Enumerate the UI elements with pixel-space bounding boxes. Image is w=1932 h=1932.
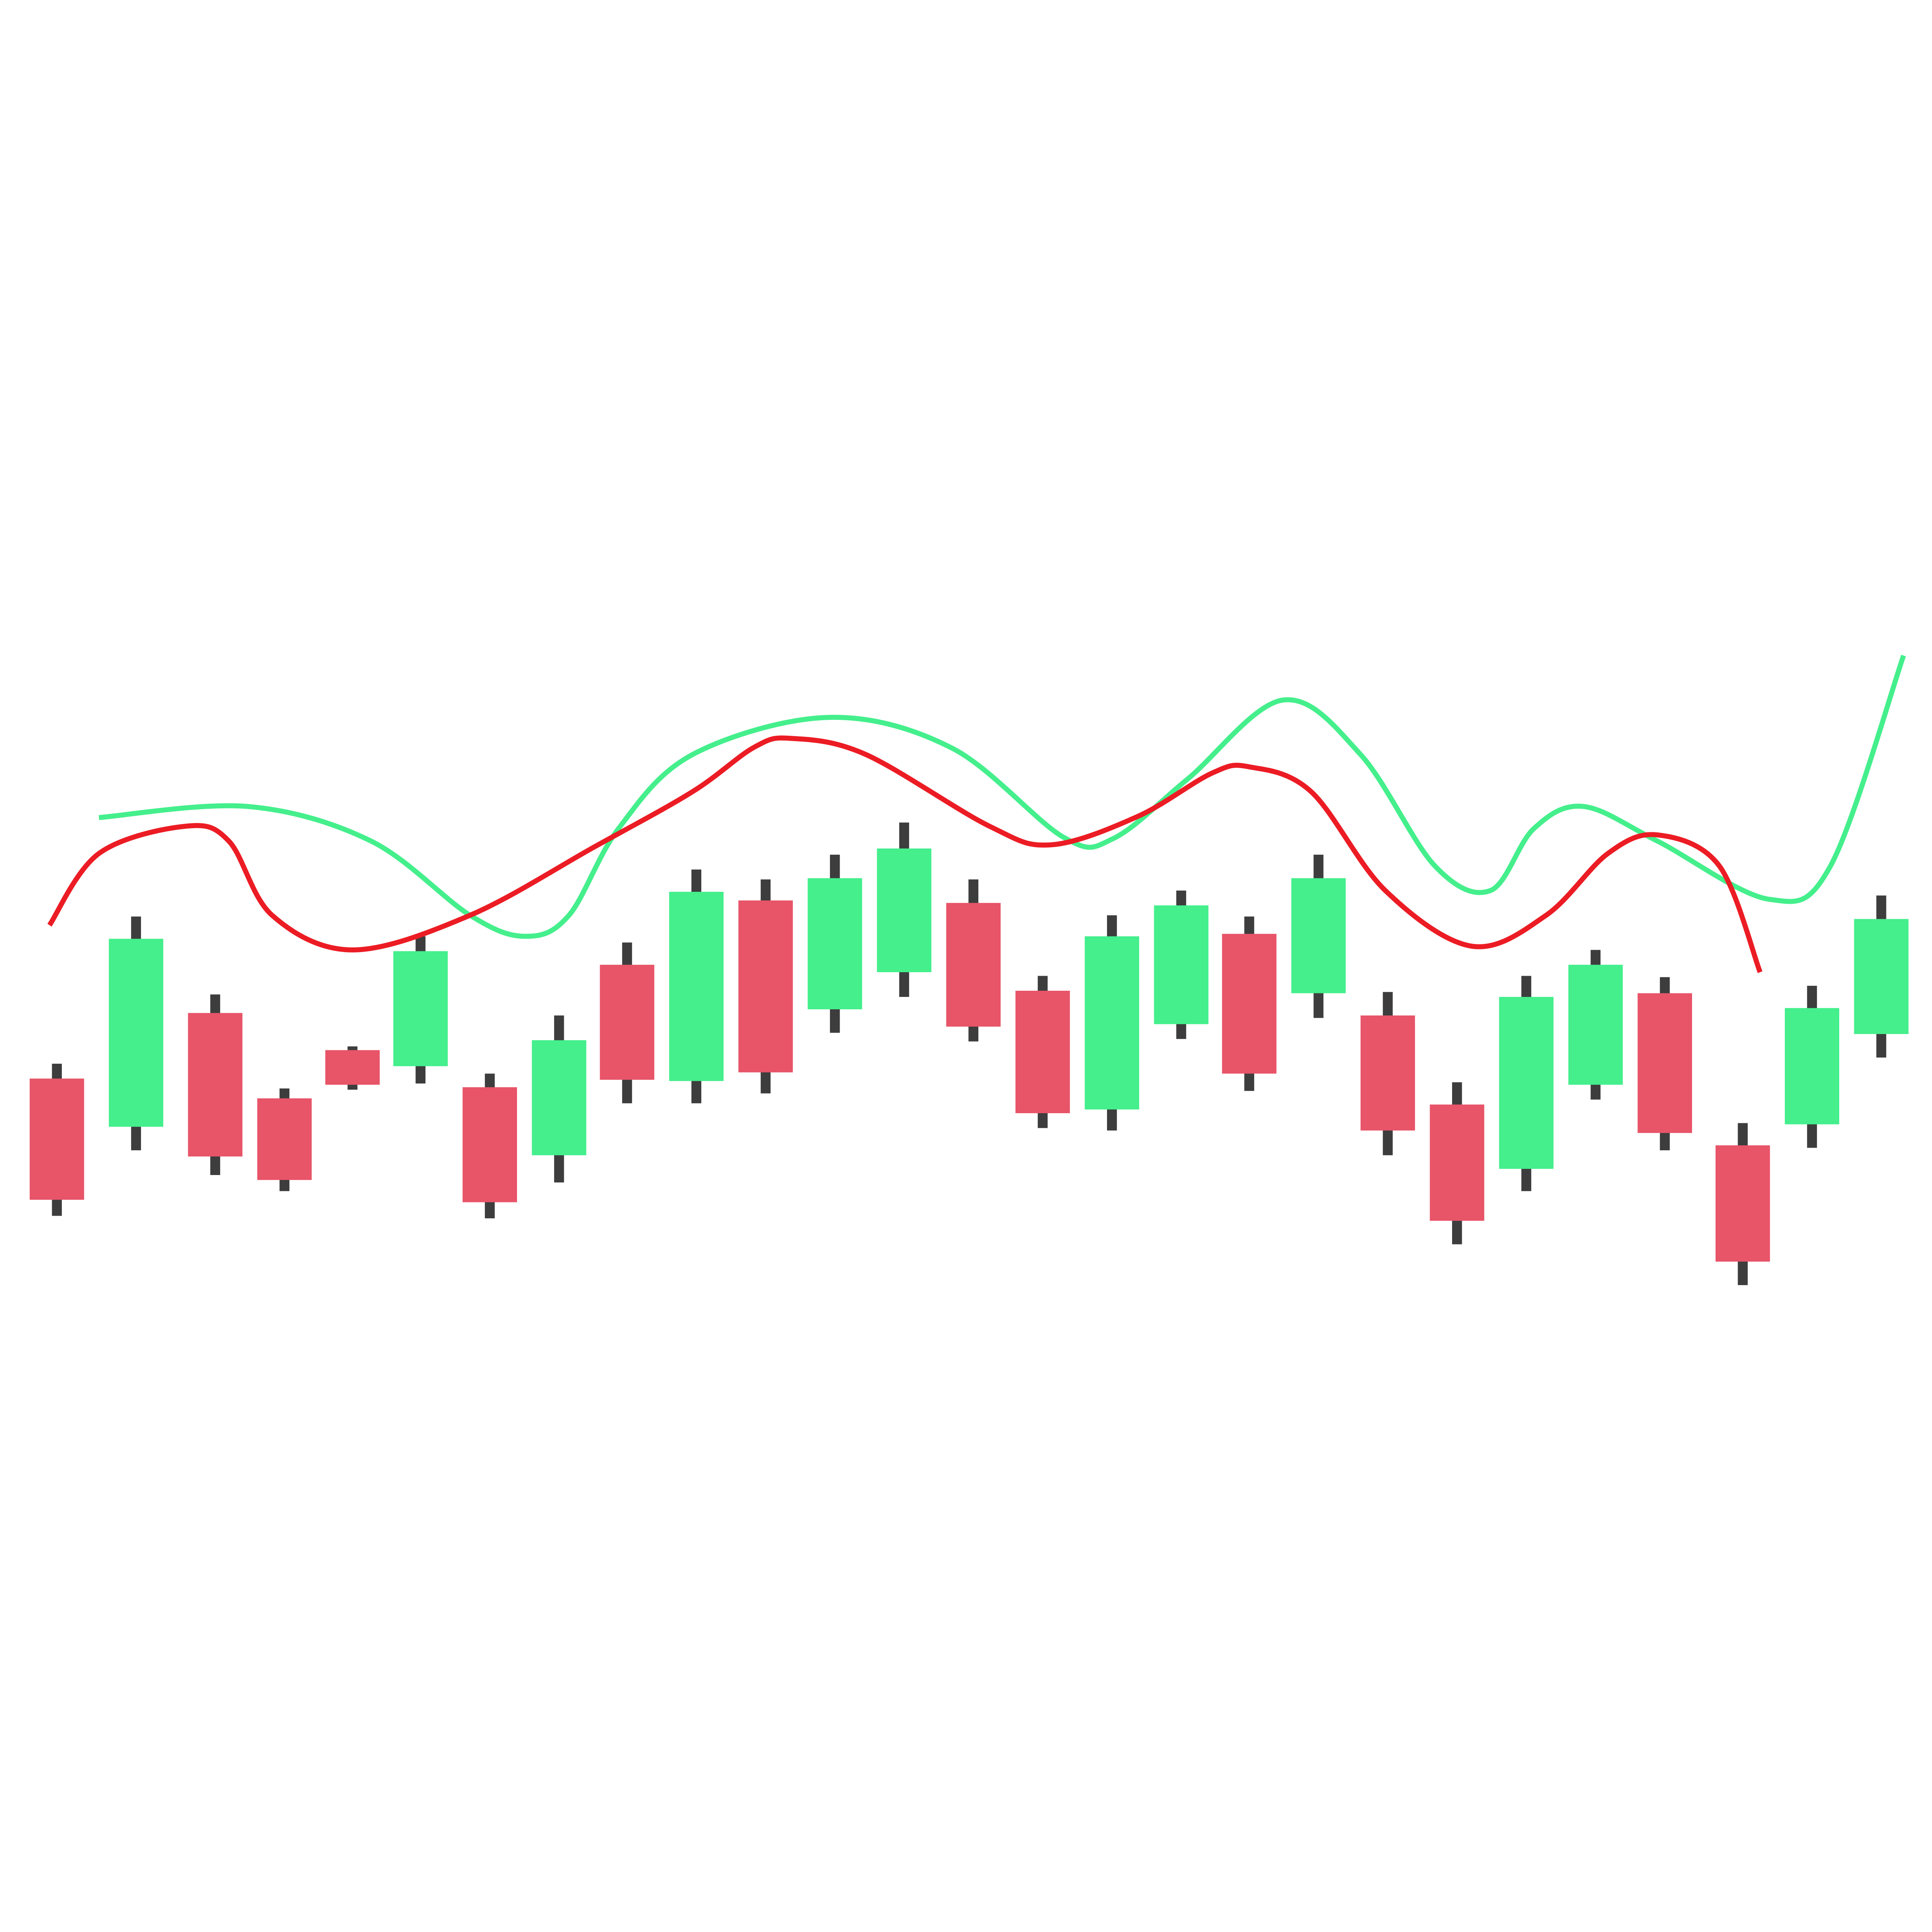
candle-body — [1638, 993, 1692, 1133]
candle-body — [877, 848, 932, 973]
candle-body — [1291, 878, 1346, 993]
candle-body — [1430, 1104, 1485, 1221]
candle-body — [532, 1040, 587, 1155]
candle-body — [1568, 964, 1623, 1085]
trend-line — [47, 735, 1763, 973]
candle-body — [738, 900, 793, 1073]
candle-body — [109, 939, 163, 1127]
candle-body — [1154, 905, 1209, 1024]
candle-body — [1715, 1145, 1770, 1262]
candle-body — [946, 903, 1001, 1027]
candle-body — [1499, 997, 1554, 1169]
candle-body — [188, 1013, 243, 1156]
candle-body — [1015, 991, 1070, 1113]
candle-body — [1222, 934, 1277, 1074]
candle-body — [463, 1087, 517, 1202]
candle-body — [29, 1078, 84, 1200]
candle-body — [808, 878, 862, 1010]
candle-body — [1361, 1015, 1415, 1131]
candle-body — [669, 891, 724, 1081]
candle-body — [1085, 936, 1139, 1110]
candle-body — [1854, 919, 1909, 1034]
candle-body — [257, 1098, 312, 1180]
candle-body — [600, 964, 655, 1080]
candle-body — [325, 1050, 380, 1085]
trend-line — [99, 655, 1906, 939]
candle-body — [1785, 1008, 1839, 1124]
candle-body — [393, 951, 448, 1066]
